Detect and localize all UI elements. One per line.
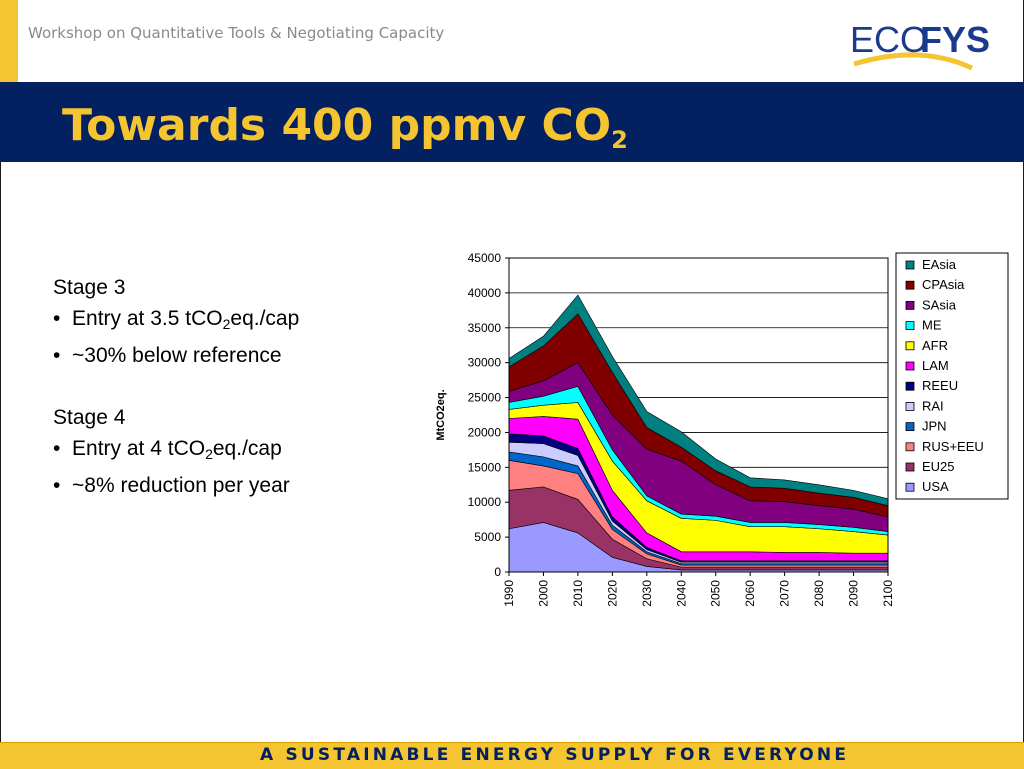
y-tick-label: 45000 [468,251,502,265]
header-accent-bar [0,0,18,82]
legend-label: EU25 [922,459,955,474]
legend-swatch [905,301,915,310]
legend-label: RAI [922,398,944,413]
legend-label: REEU [922,378,958,393]
legend-label: SAsia [922,297,957,312]
stage-bullets: Stage 3 • Entry at 3.5 tCO2eq./cap • ~30… [53,272,299,501]
legend-swatch [905,341,915,351]
legend-label: ME [922,318,942,333]
x-tick-label: 2080 [812,580,826,607]
x-tick-label: 2020 [605,580,619,607]
x-tick-label: 2070 [778,580,792,607]
x-tick-label: 1990 [502,580,516,607]
stage4-bullet-reduction: • ~8% reduction per year [53,474,290,497]
legend-swatch [905,381,915,391]
plot-border [508,257,889,573]
y-axis-label: MtCO2eq. [435,389,447,440]
legend-swatch [905,321,915,330]
legend-label: RUS+EEU [922,439,984,454]
footer-band [0,742,1024,769]
legend-label: USA [922,479,949,494]
y-tick-label: 30000 [468,356,502,370]
emissions-stacked-area-chart: 0 5000 10000 15000 20000 25000 30000 35000 40000… [435,251,1009,607]
x-tick-label: 2100 [881,580,895,607]
y-tick-label: 15000 [468,460,502,474]
x-tick-label: 2060 [743,580,757,607]
header-text: Workshop on Quantitative Tools & Negotia… [28,24,445,42]
y-tick-label: 40000 [468,286,502,300]
y-tick-label: 20000 [468,425,502,439]
y-tick-label: 25000 [468,391,502,405]
ecofys-logo: ECO FYS [850,19,990,71]
y-tick-label: 10000 [468,495,502,509]
legend-label: LAM [922,358,949,373]
legend-box [895,252,1009,500]
logo-swoosh [853,52,974,71]
stage3-bullet-entry: • Entry at 3.5 tCO2eq./cap [53,307,300,332]
legend-swatch [905,482,915,492]
y-tick-label: 0 [494,565,501,579]
y-tick-label: 5000 [474,530,501,544]
stage3-heading: Stage 3 [53,276,126,299]
x-tick-label: 2030 [640,580,654,607]
stage3-bullet-reduction: • ~30% below reference [53,344,282,367]
x-tick-label: 2010 [571,580,585,607]
legend-label: AFR [922,338,948,353]
legend-swatch [905,260,915,270]
page-title: Towards 400 ppmv CO2 [62,100,628,154]
x-tick-label: 2050 [709,580,723,607]
x-tick-label: 2090 [847,580,861,607]
footer-text: A SUSTAINABLE ENERGY SUPPLY FOR EVERYONE [260,745,850,765]
stage4-heading: Stage 4 [53,406,126,429]
legend-swatch [905,361,915,371]
title-band [0,82,1024,162]
legend-label: JPN [922,419,947,434]
legend-swatch [905,280,915,290]
x-tick-label: 2000 [536,580,550,607]
legend-label: CPAsia [922,277,965,292]
legend-label: EAsia [922,257,957,272]
legend-swatch [905,401,915,411]
legend-swatch [905,422,915,432]
stage4-bullet-entry: • Entry at 4 tCO2eq./cap [53,437,282,462]
x-tick-label: 2040 [674,580,688,607]
legend-swatch [905,462,915,472]
legend-swatch [905,442,915,452]
logo-text-fys: FYS [920,19,990,60]
y-tick-label: 35000 [468,321,502,335]
